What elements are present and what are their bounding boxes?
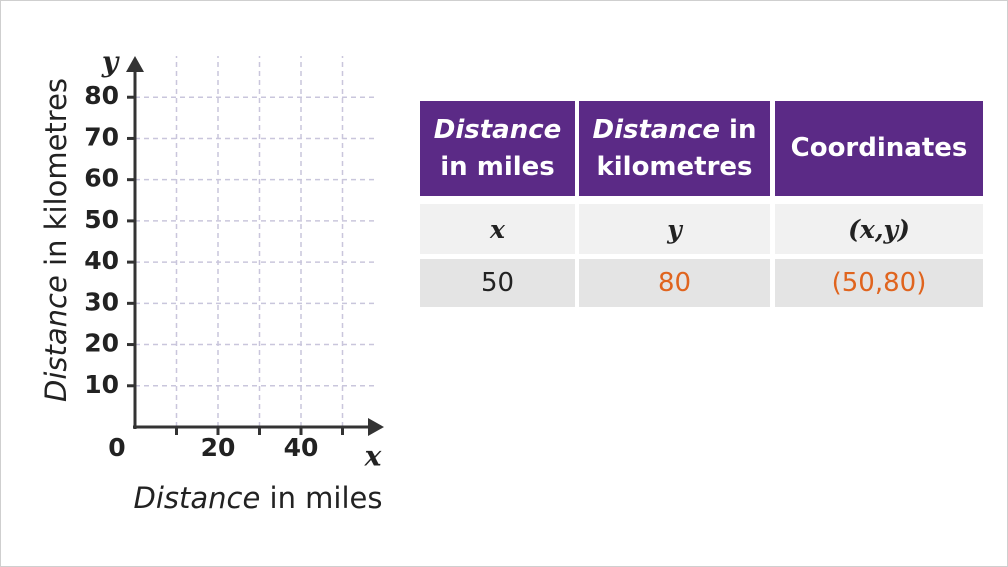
header-italic: Distance (433, 114, 562, 145)
header-text: in miles (440, 151, 555, 182)
y-tick-label: 10 (84, 370, 119, 399)
y-tick-label: 20 (84, 329, 119, 358)
y-label-rest: in kilometres (39, 78, 73, 275)
y-tick-label: 40 (84, 246, 119, 275)
cell: 50 (420, 259, 575, 307)
x-label-italic: Distance (133, 481, 260, 515)
x-tick-label: 0 (108, 433, 125, 462)
header-text: in kilometres (596, 114, 757, 182)
y-tick-label: 70 (84, 122, 119, 151)
y-label-italic: Distance (39, 275, 73, 402)
cell: 80 (579, 259, 770, 307)
x-arrow (368, 418, 384, 436)
x-tick-label: 40 (284, 433, 319, 462)
header-italic: Distance (592, 114, 721, 145)
header-cell: Distance in miles (420, 101, 575, 196)
y-arrow (126, 56, 144, 72)
header-cell: Distance in kilometres (579, 101, 770, 196)
cell: (x,y) (775, 204, 983, 254)
y-tick-label: 80 (84, 81, 119, 110)
cell: y (579, 204, 770, 254)
cell: (50,80) (775, 259, 983, 307)
x-tick-label: 20 (201, 433, 236, 462)
x-symbol: x (364, 440, 382, 473)
y-tick-label: 50 (84, 205, 119, 234)
header-text: Coordinates (790, 133, 968, 163)
x-axis-label: Distance in miles (133, 481, 382, 515)
y-axis-label: Distance in kilometres (39, 78, 73, 402)
y-tick-label: 30 (84, 287, 119, 316)
x-label-rest: in miles (260, 481, 382, 515)
header-cell: Coordinates (775, 101, 983, 196)
y-tick-label: 60 (84, 164, 119, 193)
cell: x (420, 204, 575, 254)
y-symbol: y (101, 46, 120, 79)
